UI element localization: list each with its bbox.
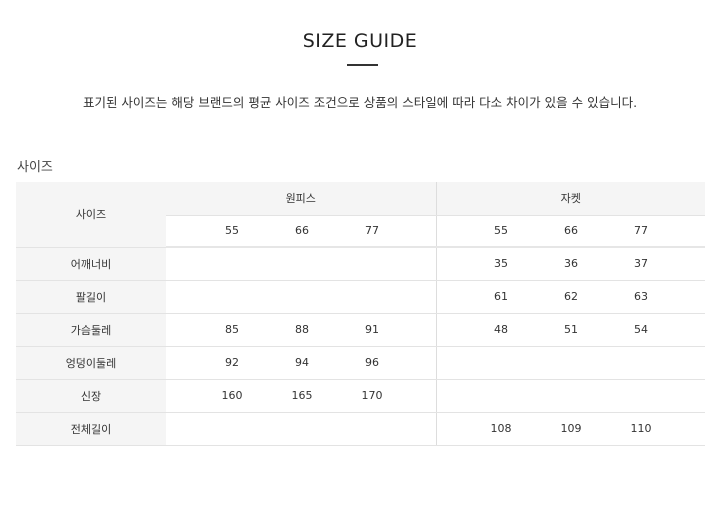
jacket-cell: 61	[466, 280, 537, 314]
jacket-cell: 48	[466, 313, 537, 347]
jacket-cell	[466, 346, 537, 380]
row-label: 전체길이	[16, 412, 166, 446]
row-label: 가슴둘레	[16, 313, 166, 347]
row-label: 신장	[16, 379, 166, 413]
onepiece-cell: 96	[337, 346, 407, 380]
onepiece-cell: 88	[267, 313, 337, 347]
table-row: 가슴둘레 85 88 91 48 51 54	[16, 313, 706, 347]
size-col: 77	[606, 215, 677, 248]
jacket-cell: 36	[536, 247, 607, 281]
size-col: 66	[267, 215, 337, 248]
onepiece-cell: 170	[337, 379, 407, 413]
onepiece-cell	[337, 412, 407, 446]
jacket-cell	[606, 379, 677, 413]
row-label: 엉덩이둘레	[16, 346, 166, 380]
onepiece-cell	[267, 280, 337, 314]
jacket-cell: 35	[466, 247, 537, 281]
jacket-cell	[536, 346, 607, 380]
jacket-cell: 37	[606, 247, 677, 281]
onepiece-cell	[197, 280, 267, 314]
onepiece-cell	[197, 247, 267, 281]
jacket-cell: 110	[606, 412, 677, 446]
jacket-cell: 62	[536, 280, 607, 314]
jacket-cell: 51	[536, 313, 607, 347]
onepiece-cell: 94	[267, 346, 337, 380]
size-header: 사이즈	[16, 182, 166, 248]
jacket-cell	[606, 346, 677, 380]
onepiece-cell	[337, 247, 407, 281]
onepiece-cell	[197, 412, 267, 446]
section-title: 사이즈	[17, 160, 53, 175]
size-disclaimer: 표기된 사이즈는 해당 브랜드의 평균 사이즈 조건으로 상품의 스타일에 따라…	[82, 95, 638, 110]
table-row: 전체길이 108 109 110	[16, 412, 706, 446]
onepiece-cell: 165	[267, 379, 337, 413]
jacket-cell	[536, 379, 607, 413]
size-col: 66	[536, 215, 607, 248]
row-label: 팔길이	[16, 280, 166, 314]
onepiece-cell: 85	[197, 313, 267, 347]
table-row: 팔길이 61 62 63	[16, 280, 706, 314]
onepiece-cell	[267, 247, 337, 281]
jacket-cell: 109	[536, 412, 607, 446]
onepiece-cell	[267, 412, 337, 446]
size-col: 55	[466, 215, 537, 248]
jacket-cell: 54	[606, 313, 677, 347]
onepiece-cell: 91	[337, 313, 407, 347]
jacket-cell	[466, 379, 537, 413]
jacket-header: 자켓	[435, 182, 706, 216]
table-row: 신장 160 165 170	[16, 379, 706, 413]
onepiece-cell: 92	[197, 346, 267, 380]
row-label: 어깨너비	[16, 247, 166, 281]
table-row: 어깨너비 35 36 37	[16, 247, 706, 281]
onepiece-cell: 160	[197, 379, 267, 413]
jacket-cell: 108	[466, 412, 537, 446]
size-col: 55	[197, 215, 267, 248]
onepiece-header: 원피스	[166, 182, 437, 216]
size-col: 77	[337, 215, 407, 248]
title-divider	[347, 64, 378, 66]
size-table: 사이즈 원피스 자켓 55 66 77 55 66 77 어깨너비 35 36 37 팔…	[16, 182, 706, 446]
page-title: SIZE GUIDE	[302, 30, 418, 52]
jacket-cell: 63	[606, 280, 677, 314]
table-row: 엉덩이둘레 92 94 96	[16, 346, 706, 380]
onepiece-cell	[337, 280, 407, 314]
